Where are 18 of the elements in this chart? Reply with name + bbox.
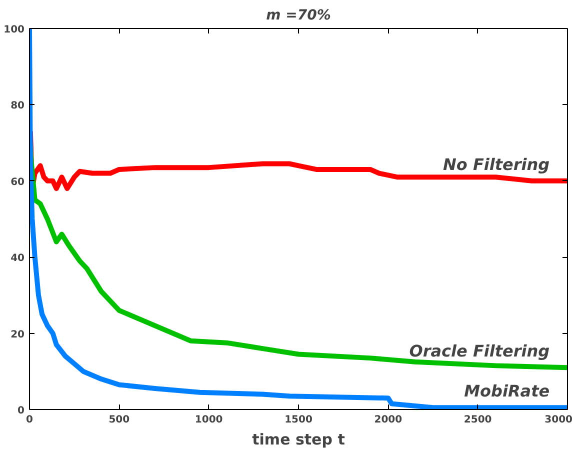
y-tick-label: 60 [10,176,25,188]
y-tick-label: 0 [18,406,25,416]
x-tick-label: 1000 [194,414,223,426]
y-tick-label: 100 [4,24,25,36]
y-tick-label: 80 [10,100,25,112]
x-tick-label: 3000 [544,414,572,426]
x-tick-label: 2500 [464,414,492,426]
x-tick-label: 500 [108,414,130,426]
series-label: No Filtering [442,154,550,174]
chart-title: m =70% [266,8,331,24]
x-axis-title: time step t [252,430,345,448]
x-tick-label: 0 [26,414,34,426]
y-tick-label: 20 [10,329,25,340]
x-tick-label: 1500 [284,414,312,426]
series-label: Oracle Filtering [409,342,550,361]
x-tick-label: 2000 [374,414,402,426]
y-tick-label: 40 [10,253,25,264]
series-label: MobiRate [464,382,550,401]
